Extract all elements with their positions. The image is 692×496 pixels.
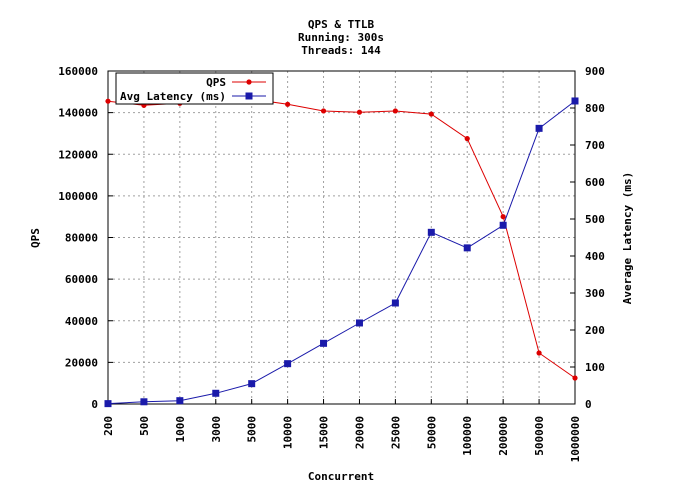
data-point-latency (176, 397, 184, 405)
y-left-tick-label: 20000 (65, 356, 98, 369)
data-point-latency (212, 389, 220, 397)
legend-label-qps: QPS (206, 76, 226, 89)
x-tick-label: 200000 (497, 416, 510, 456)
chart-title: QPS & TTLB Running: 300s Threads: 144 (298, 18, 384, 57)
data-point-latency (355, 319, 363, 327)
x-tick-label: 15000 (318, 416, 331, 449)
legend-label-latency: Avg Latency (ms) (120, 90, 226, 103)
data-point-latency (391, 299, 399, 307)
x-tick-label: 25000 (389, 416, 402, 449)
x-tick-label: 500000 (533, 416, 546, 456)
data-point-latency (571, 97, 579, 105)
legend-marker-qps (246, 79, 252, 85)
x-tick-label: 200 (102, 416, 115, 436)
y-left-tick-label: 80000 (65, 232, 98, 245)
legend: QPS Avg Latency (ms) (115, 72, 274, 105)
x-tick-label: 10000 (282, 416, 295, 449)
data-point-qps (105, 98, 111, 104)
y-right-tick-label: 200 (585, 324, 605, 337)
data-point-latency (320, 339, 328, 347)
x-tick-label: 100000 (461, 416, 474, 456)
y-right-tick-label: 500 (585, 213, 605, 226)
y-left-tick-label: 160000 (58, 65, 98, 78)
x-tick-label: 1000 (174, 416, 187, 443)
y-left-tick-label: 60000 (65, 273, 98, 286)
data-point-latency (535, 124, 543, 132)
title-line-3: Threads: 144 (301, 44, 381, 57)
data-point-qps (356, 109, 363, 115)
y-right-tick-label: 900 (585, 65, 605, 78)
y-right-tick-label: 0 (585, 398, 592, 411)
x-tick-label: 3000 (210, 416, 223, 443)
x-tick-label: 500 (138, 416, 151, 436)
series-line-latency (107, 100, 576, 405)
y-left-tick-label: 140000 (58, 107, 98, 120)
y-right-tick-label: 700 (585, 139, 605, 152)
y-left-tick-label: 120000 (58, 148, 98, 161)
series-latency (104, 97, 579, 408)
data-point-qps (320, 108, 327, 114)
data-point-latency (427, 228, 435, 236)
right-axis: 0 100 200 300 400 500 600 700 800 900 (570, 65, 605, 411)
data-point-qps (572, 375, 578, 381)
x-axis: 200 500 1000 3000 5000 10000 15000 20000 25000 50… (102, 399, 582, 462)
y-right-tick-label: 300 (585, 287, 605, 300)
y-axis-right-title: Average Latency (ms) (621, 172, 634, 304)
y-right-tick-label: 400 (585, 250, 605, 263)
title-line-1: QPS & TTLB (308, 18, 375, 31)
data-point-qps (500, 214, 506, 220)
x-axis-title: Concurrent (308, 470, 374, 483)
x-tick-label: 5000 (246, 416, 259, 443)
y-axis-left-title: QPS (29, 228, 42, 248)
y-right-tick-label: 100 (585, 361, 605, 374)
x-tick-label: 1000000 (569, 416, 582, 462)
y-left-tick-label: 40000 (65, 315, 98, 328)
data-point-latency (499, 221, 507, 229)
data-point-latency (104, 400, 112, 408)
data-point-qps (428, 111, 434, 117)
x-tick-label: 20000 (353, 416, 366, 449)
legend-marker-latency (245, 92, 253, 100)
x-tick-label: 50000 (425, 416, 438, 449)
y-left-tick-label: 100000 (58, 190, 98, 203)
data-point-latency (140, 398, 148, 406)
left-axis: 0 20000 40000 60000 80000 100000 120000 140000 1… (58, 65, 113, 411)
y-right-tick-label: 600 (585, 176, 605, 189)
data-point-latency (284, 360, 292, 368)
data-point-qps (285, 101, 291, 107)
data-point-qps (392, 108, 398, 114)
data-point-latency (463, 244, 471, 252)
y-right-tick-label: 800 (585, 102, 605, 115)
y-left-tick-label: 0 (91, 398, 98, 411)
data-point-latency (248, 380, 256, 388)
title-line-2: Running: 300s (298, 31, 384, 44)
data-point-qps (536, 350, 542, 356)
grid-layer (108, 71, 575, 404)
data-point-qps (464, 136, 470, 142)
